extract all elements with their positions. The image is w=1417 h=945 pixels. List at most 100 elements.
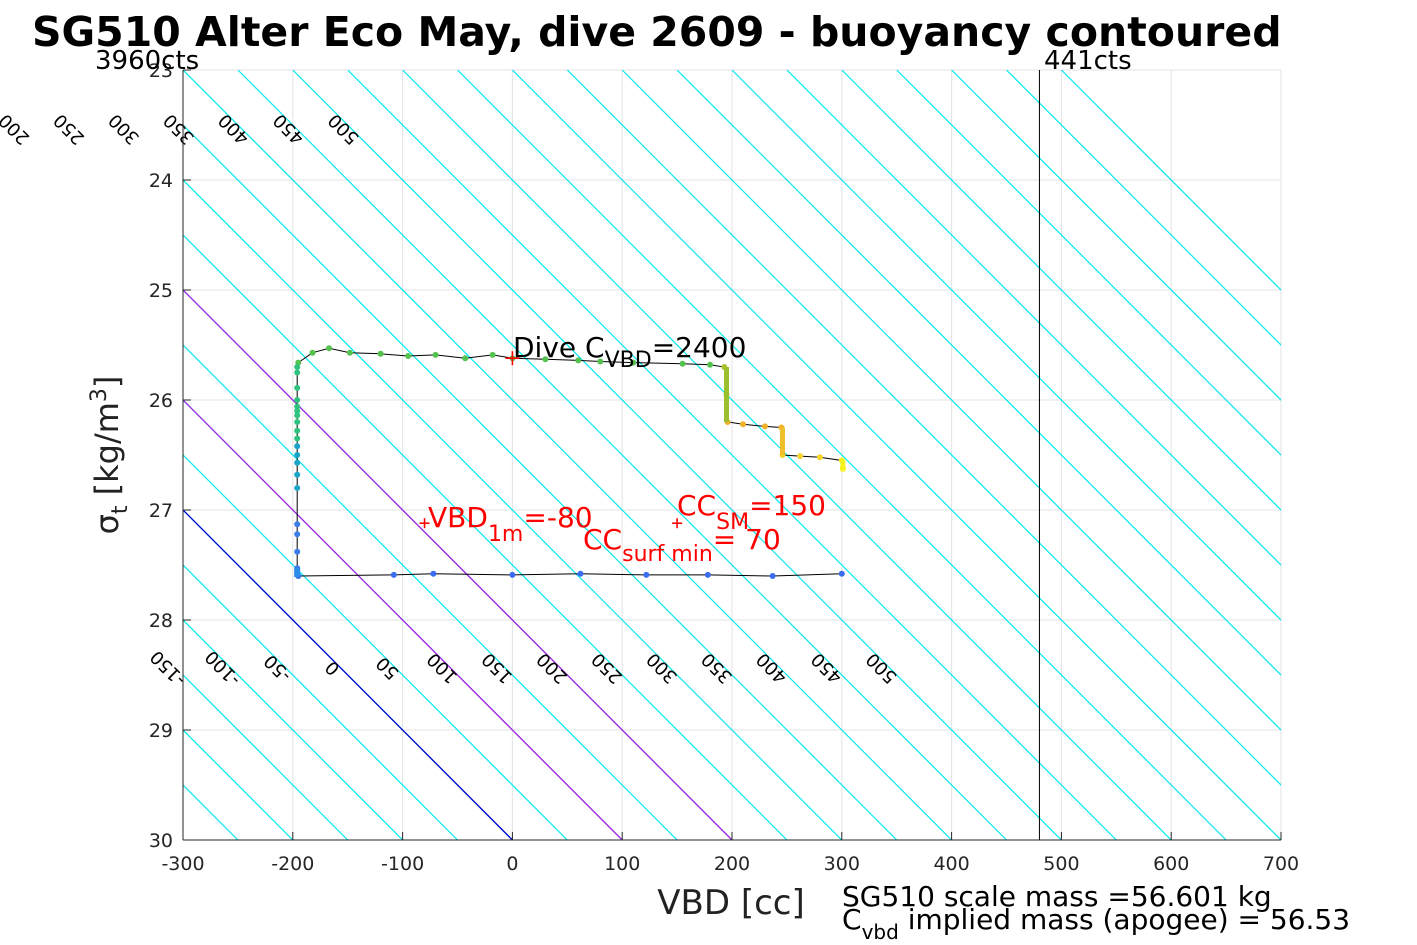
profile-point — [294, 471, 301, 478]
profile-point — [432, 351, 439, 358]
footer-implied-sub: vbd — [862, 920, 899, 944]
highlight-contour-ref1 — [183, 399, 623, 840]
profile-point — [462, 355, 469, 362]
y-axis-label-close: ] — [88, 376, 126, 388]
dive-cvbd-sub: VBD — [605, 348, 652, 373]
buoyancy-contour — [676, 70, 1281, 676]
profile-layer — [294, 70, 1040, 840]
buoyancy-contour — [183, 234, 788, 840]
profile-point — [704, 571, 711, 578]
profile-point — [294, 412, 301, 419]
vbd-1m-suffix: =-80 — [523, 501, 592, 534]
buoyancy-contour — [292, 70, 1062, 840]
buoyancy-contour — [786, 70, 1281, 566]
profile-point — [597, 358, 604, 365]
buoyancy-contour — [951, 70, 1281, 401]
profile-point — [294, 403, 301, 410]
profile-point — [294, 435, 301, 442]
x-tick-label: -300 — [161, 853, 204, 875]
profile-point — [542, 356, 549, 363]
profile-point — [309, 349, 316, 356]
buoyancy-contour — [841, 70, 1281, 511]
x-tick-label: 200 — [714, 853, 750, 875]
vbd-1m-sub: 1m — [488, 522, 523, 547]
x-tick-label: 0 — [506, 853, 518, 875]
profile-point — [577, 570, 584, 577]
x-tick-label: 600 — [1153, 853, 1189, 875]
buoyancy-contour — [621, 70, 1281, 731]
profile-point — [294, 384, 301, 391]
profile-point — [294, 459, 301, 466]
profile-point — [769, 573, 776, 579]
profile-point — [294, 408, 301, 414]
profile-point — [630, 359, 637, 366]
cc-surf-suffix: = 70 — [713, 523, 781, 556]
buoyancy-contour — [566, 70, 1281, 786]
chart-title: SG510 Alter Eco May, dive 2609 - buoyanc… — [32, 8, 1282, 56]
profile-point — [294, 531, 301, 538]
profile-point — [679, 360, 686, 367]
y-axis-label-units: [kg/m — [88, 402, 126, 505]
profile-point — [739, 421, 746, 428]
y-tick-label: 25 — [149, 280, 173, 302]
y-tick-label: 28 — [149, 610, 173, 632]
profile-point — [489, 351, 496, 358]
cc-surf-sub: surf min — [622, 542, 713, 567]
profile-point — [346, 349, 353, 356]
profile-point — [430, 570, 437, 577]
buoyancy-contour — [183, 619, 404, 840]
profile-point — [326, 345, 333, 352]
dive-cvbd-prefix: Dive C — [513, 331, 605, 364]
highlight-contour-ref2 — [183, 289, 733, 840]
profile-point — [294, 397, 301, 403]
cc-surf-label: CCsurf min= 70 — [583, 523, 781, 567]
cc-sm-sub: SM — [716, 510, 749, 535]
profile-point — [575, 357, 582, 364]
profile-point — [707, 361, 714, 368]
axes-layer: -300 -200 -100 0 100 200 300 400 500 600 700 23 24 25… — [149, 60, 1299, 875]
profile-point — [390, 571, 397, 578]
cc-sm-prefix: CC — [677, 489, 716, 522]
buoyancy-contour — [183, 179, 843, 840]
buoyancy-contour — [457, 70, 1227, 840]
contour-layer — [183, 70, 1281, 840]
buoyancy-contour — [1060, 70, 1281, 291]
buoyancy-contour — [511, 70, 1281, 840]
y-axis-label-main: σ — [88, 514, 126, 534]
y-axis-label: σt [kg/m3] — [87, 376, 133, 535]
buoyancy-contour — [183, 124, 898, 840]
profile-point — [294, 443, 301, 450]
right-counts-label: 441cts — [1044, 46, 1132, 76]
buoyancy-contour — [183, 70, 953, 840]
x-tick-label: 500 — [1043, 853, 1079, 875]
buoyancy-contour — [183, 344, 678, 840]
y-axis-label-sup: 3 — [87, 388, 112, 402]
profile-point — [509, 571, 516, 578]
x-tick-label: -200 — [271, 853, 314, 875]
highlight-contour-zero — [183, 509, 513, 840]
profile-point — [294, 452, 301, 458]
profile-point — [294, 364, 301, 370]
x-tick-label: -100 — [381, 853, 424, 875]
buoyancy-contour — [183, 454, 568, 840]
x-tick-label: 100 — [604, 853, 640, 875]
y-tick-label: 29 — [149, 720, 173, 742]
profile-point — [294, 485, 301, 491]
footer-implied-mass: Cvbd implied mass (apogee) = 56.53 — [842, 903, 1350, 944]
footer-implied-prefix: C — [842, 903, 862, 936]
buoyancy-contour — [731, 70, 1281, 621]
cc-surf-prefix: CC — [583, 523, 622, 556]
vbd-1m-prefix: VBD — [428, 501, 488, 534]
profile-point — [294, 548, 301, 555]
y-tick-label: 30 — [149, 830, 173, 852]
x-tick-label: 400 — [933, 853, 969, 875]
profile-point — [838, 570, 845, 577]
buoyancy-contour — [183, 564, 458, 840]
buoyancy-contour — [237, 70, 1007, 840]
dive-cvbd-suffix: =2400 — [652, 331, 747, 364]
footer-implied-suffix: implied mass (apogee) = 56.53 — [899, 903, 1350, 936]
profile-point — [405, 353, 412, 359]
cc-sm-label: CCSM=150 — [677, 489, 826, 535]
profile-point — [294, 521, 301, 528]
